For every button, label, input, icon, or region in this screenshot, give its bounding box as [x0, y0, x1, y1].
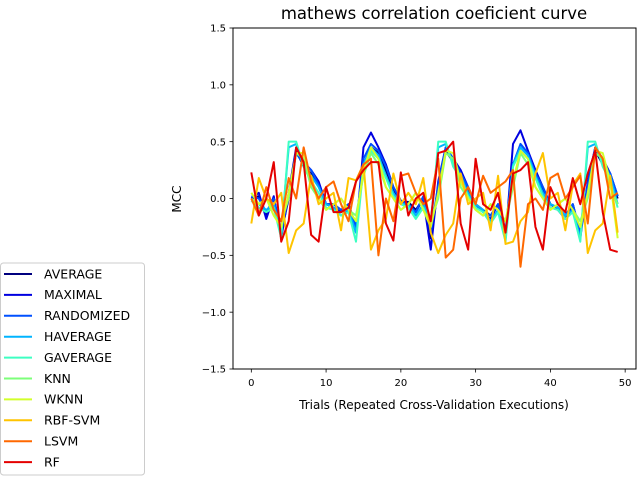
- chart-title: mathews correlation coeficient curve: [281, 4, 587, 23]
- y-tick-label: 0.5: [210, 137, 226, 148]
- x-tick-label: 50: [619, 378, 632, 389]
- y-tick-label: −0.5: [202, 251, 226, 262]
- legend-label-haverage: HAVERAGE: [44, 329, 112, 344]
- x-tick-label: 20: [394, 378, 407, 389]
- legend-label-maximal: MAXIMAL: [44, 287, 102, 302]
- x-axis-label: Trials (Repeated Cross-Validation Execut…: [298, 398, 569, 412]
- series-line-rbf-svm: [250, 152, 619, 255]
- y-tick-label: 0.0: [210, 194, 226, 205]
- legend-label-rf: RF: [44, 454, 60, 469]
- y-axis-ticks: −1.5 −1.0 −0.5 0.0 0.5 1.0 1.5: [202, 24, 233, 376]
- x-tick-label: 30: [469, 378, 482, 389]
- x-axis-ticks: 0 10 20 30 40 50: [248, 369, 632, 389]
- legend-frame: [0, 262, 145, 476]
- y-tick-label: 1.0: [210, 80, 226, 91]
- legend-label-average: AVERAGE: [44, 266, 102, 281]
- legend-label-lsvm: LSVM: [44, 434, 78, 449]
- series-line-rf: [250, 140, 618, 253]
- x-tick-label: 10: [320, 378, 333, 389]
- y-tick-label: −1.5: [202, 365, 226, 376]
- series-layer: [250, 129, 619, 268]
- legend-label-randomized: RANDOMIZED: [44, 308, 130, 323]
- legend: AVERAGE MAXIMAL RANDOMIZED HAVERAGE GAVERAGE…: [0, 262, 145, 476]
- legend-label-rbf-svm: RBF-SVM: [44, 413, 100, 428]
- legend-label-knn: KNN: [44, 371, 71, 386]
- x-tick-label: 40: [544, 378, 557, 389]
- legend-label-gaverage: GAVERAGE: [44, 350, 112, 365]
- plot-frame: [232, 27, 637, 370]
- x-tick-label: 0: [248, 378, 254, 389]
- legend-label-wknn: WKNN: [44, 392, 83, 407]
- y-axis-label: MCC: [170, 185, 184, 212]
- y-tick-label: 1.5: [210, 24, 226, 35]
- y-tick-label: −1.0: [202, 308, 226, 319]
